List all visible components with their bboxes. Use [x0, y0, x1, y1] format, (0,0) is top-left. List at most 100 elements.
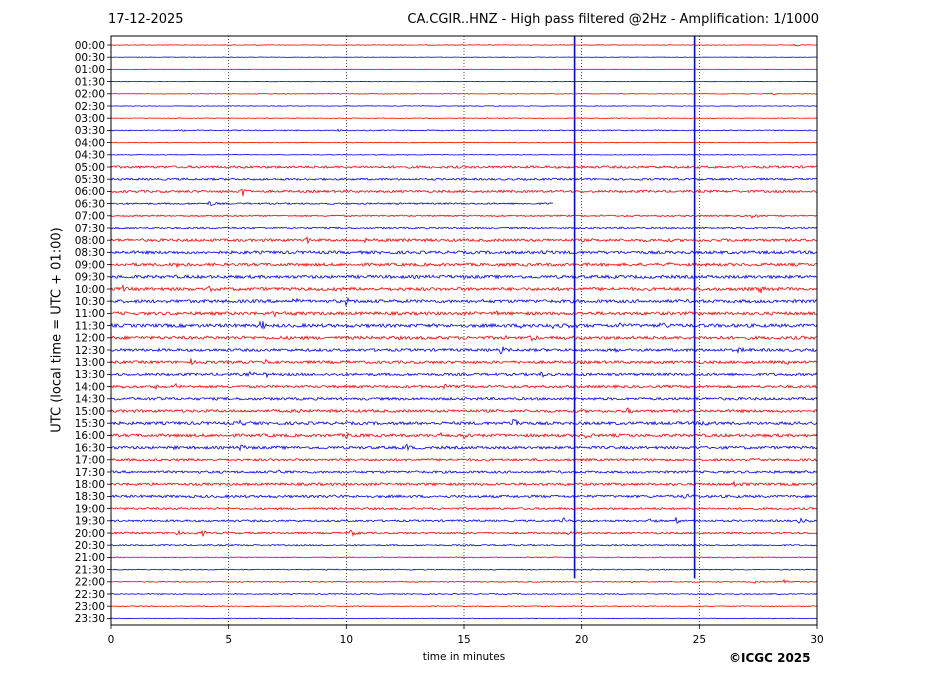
- y-tick-label: 07:30: [75, 223, 105, 235]
- trace-2300: [110, 605, 818, 608]
- y-tick-label: 11:00: [75, 308, 105, 320]
- trace-0600: [110, 188, 818, 197]
- trace-1700: [110, 457, 818, 462]
- y-tick-label: 13:00: [75, 357, 105, 369]
- y-tick-label: 20:00: [75, 528, 105, 540]
- trace-0530: [110, 177, 818, 182]
- y-tick-label: 22:30: [75, 589, 105, 601]
- y-tick-label: 12:00: [75, 333, 105, 345]
- trace-0200: [110, 92, 818, 95]
- trace-1500: [110, 407, 818, 414]
- y-tick-label: 16:00: [75, 430, 105, 442]
- trace-1530: [110, 418, 818, 426]
- y-tick-label: 20:30: [75, 540, 105, 552]
- y-tick-label: 15:00: [75, 406, 105, 418]
- trace-0500: [110, 164, 818, 170]
- y-tick-label: 08:30: [75, 247, 105, 259]
- trace-0330: [110, 128, 818, 132]
- y-tick-label: 06:00: [75, 186, 105, 198]
- y-tick-label: 05:00: [75, 162, 105, 174]
- trace-2200: [110, 578, 818, 584]
- trace-1930: [110, 517, 818, 524]
- trace-1900: [110, 506, 818, 511]
- trace-1200: [110, 334, 818, 342]
- chart-title: CA.CGIR..HNZ - High pass filtered @2Hz -…: [407, 12, 819, 27]
- trace-2030: [110, 543, 818, 547]
- y-tick-label: 10:30: [75, 296, 105, 308]
- x-tick-label: 20: [575, 634, 588, 646]
- y-tick-label: 11:30: [75, 320, 105, 332]
- y-tick-label: 00:30: [75, 52, 105, 64]
- y-tick-label: 23:00: [75, 601, 105, 613]
- date-label: 17-12-2025: [108, 12, 184, 27]
- trace-1730: [110, 469, 818, 474]
- y-tick-label: 18:00: [75, 479, 105, 491]
- y-tick-label: 22:00: [75, 577, 105, 589]
- y-tick-label: 14:30: [75, 394, 105, 406]
- x-tick-label: 30: [810, 634, 823, 646]
- y-tick-label: 16:30: [75, 442, 105, 454]
- trace-2230: [110, 592, 818, 596]
- trace-1600: [110, 431, 818, 440]
- trace-1400: [110, 383, 818, 391]
- trace-1130: [110, 320, 818, 330]
- y-tick-label: 18:30: [75, 491, 105, 503]
- y-tick-label: 05:30: [75, 174, 105, 186]
- trace-1030: [110, 296, 818, 307]
- trace-1330: [110, 370, 818, 379]
- y-tick-label: 01:30: [75, 76, 105, 88]
- y-tick-label: 04:30: [75, 150, 105, 162]
- trace-0830: [110, 249, 818, 256]
- y-tick-label: 21:30: [75, 564, 105, 576]
- y-tick-label: 07:00: [75, 211, 105, 223]
- trace-0230: [110, 105, 818, 107]
- y-tick-label: 12:30: [75, 345, 105, 357]
- x-tick-label: 15: [457, 634, 470, 646]
- trace-1100: [110, 310, 818, 318]
- y-tick-label: 13:30: [75, 369, 105, 381]
- trace-2000: [110, 529, 818, 537]
- trace-0000: [110, 43, 818, 47]
- y-tick-label: 03:00: [75, 113, 105, 125]
- x-tick-label: 5: [225, 634, 232, 646]
- x-tick-label: 10: [340, 634, 353, 646]
- trace-0300: [110, 117, 818, 119]
- y-tick-label: 00:00: [75, 40, 105, 52]
- y-tick-label: 02:30: [75, 101, 105, 113]
- y-tick-label: 19:00: [75, 503, 105, 515]
- y-tick-label: 17:00: [75, 455, 105, 467]
- trace-0730: [110, 226, 818, 230]
- y-tick-label: 09:30: [75, 272, 105, 284]
- trace-2100: [110, 556, 818, 559]
- y-tick-label: 02:00: [75, 89, 105, 101]
- y-tick-label: 23:30: [75, 613, 105, 625]
- y-tick-label: 17:30: [75, 467, 105, 479]
- trace-2330: [110, 617, 818, 620]
- y-tick-label: 08:00: [75, 235, 105, 247]
- copyright-label: ©ICGC 2025: [729, 651, 811, 665]
- y-tick-label: 15:30: [75, 418, 105, 430]
- y-tick-label: 14:00: [75, 381, 105, 393]
- y-tick-label: 10:00: [75, 284, 105, 296]
- x-tick-label: 25: [693, 634, 706, 646]
- trace-1800: [110, 480, 818, 487]
- trace-1630: [110, 443, 818, 452]
- y-tick-label: 03:30: [75, 125, 105, 137]
- trace-2130: [110, 568, 818, 571]
- x-axis-label: time in minutes: [422, 651, 506, 663]
- y-tick-label: 19:30: [75, 516, 105, 528]
- trace-0800: [110, 235, 818, 245]
- trace-0430: [110, 154, 818, 156]
- trace-0930: [110, 274, 818, 280]
- trace-1230: [110, 346, 818, 355]
- y-tick-label: 21:00: [75, 552, 105, 564]
- y-tick-label: 04:00: [75, 137, 105, 149]
- trace-1830: [110, 493, 818, 499]
- y-tick-label: 01:00: [75, 64, 105, 76]
- y-tick-label: 09:00: [75, 259, 105, 271]
- x-tick-label: 0: [108, 634, 115, 646]
- trace-1430: [110, 396, 818, 401]
- trace-0630: [110, 201, 554, 207]
